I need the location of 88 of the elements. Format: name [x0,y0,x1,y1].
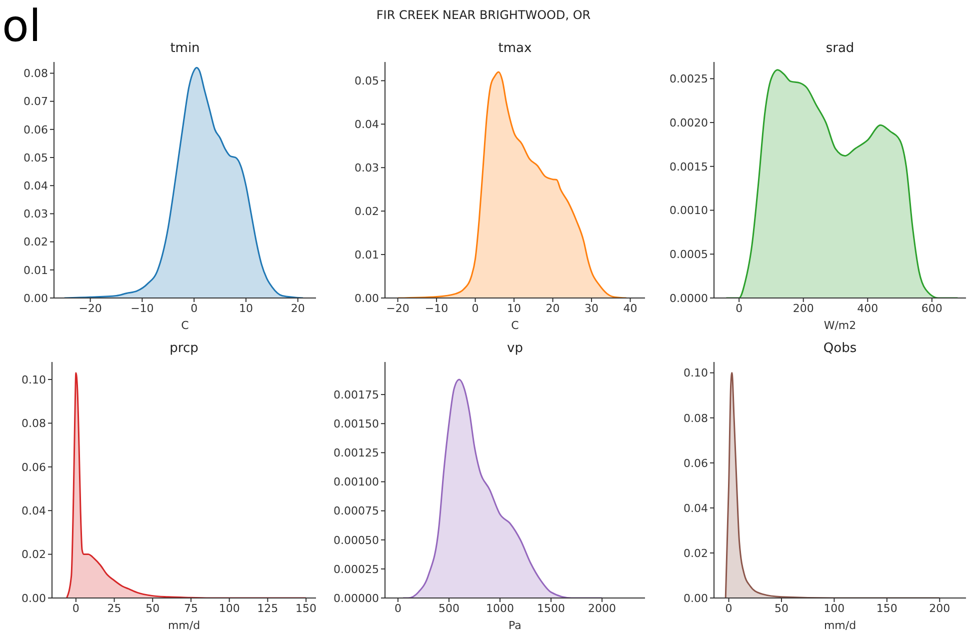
y-tick-label: 0.01 [24,264,48,277]
y-tick-label: 0.08 [24,67,48,80]
y-tick-label: 0.03 [24,208,48,221]
x-tick-label: 10 [238,302,253,315]
y-tick-label: 0.0005 [670,248,708,262]
y-tick-label: 0.07 [24,95,48,108]
y-tick-label: 0.0000 [670,292,708,305]
y-tick-label: 0.06 [684,456,708,470]
chart-title: vp [506,340,524,358]
x-tick-label: 2000 [588,602,616,615]
y-tick-label: 0.00 [24,292,48,305]
y-tick-label: 0.10 [22,373,46,386]
y-tick-label: 0.00 [354,292,379,305]
x-tick-label: −20 [386,302,410,315]
x-tick-label: 1000 [486,602,514,615]
y-tick-label: 0.0010 [670,204,708,218]
y-tick-label: 0.08 [684,412,708,425]
x-tick-label: 20 [290,302,305,315]
x-axis-title: mm/d [168,619,200,632]
x-tick-label: −10 [424,302,448,315]
x-axis-title: Pa [508,619,522,632]
chart-title: Qobs [822,340,858,358]
y-tick-label: 0.0025 [670,72,708,86]
y-tick-label: 0.00100 [334,476,379,489]
chart-title: srad [824,40,856,58]
x-tick-label: 0 [736,302,743,315]
y-tick-label: 0.05 [354,74,379,88]
x-tick-label: 75 [184,602,198,615]
y-tick-label: 0.00075 [334,504,379,518]
x-tick-label: 150 [296,602,317,615]
y-tick-label: 0.06 [24,123,48,136]
y-tick-label: 0.02 [354,204,379,218]
y-tick-label: 0.00175 [334,388,379,402]
x-tick-label: −20 [78,302,102,315]
y-tick-label: 0.00000 [334,592,379,605]
y-tick-label: 0.02 [22,548,46,562]
y-tick-label: 0.04 [22,504,46,518]
x-axis-title: W/m2 [824,319,856,332]
y-tick-label: 0.00 [22,592,46,605]
x-tick-label: 100 [218,602,240,615]
text: FIR CREEK NEAR BRIGHTWOOD, OR [376,8,591,22]
y-tick-label: 0.05 [24,151,48,164]
chart-title: tmin [170,41,200,56]
x-tick-label: 400 [857,302,878,315]
chart-title: tmax [497,40,533,58]
y-tick-label: 0.00150 [334,418,379,431]
y-tick-label: 0.0015 [670,160,708,174]
y-tick-label: 0.03 [354,162,379,175]
x-tick-label: 600 [921,302,942,315]
y-tick-label: 0.08 [22,417,46,430]
x-axis-title: C [181,319,190,332]
y-tick-label: 0.02 [684,546,708,560]
x-tick-label: 0 [472,302,479,315]
y-tick-label: 0.01 [354,248,379,262]
x-tick-label: 25 [107,602,122,615]
x-tick-label: −10 [130,302,154,315]
y-tick-label: 0.00050 [334,534,379,547]
x-tick-label: 0 [394,602,402,615]
y-tick-label: 0.04 [354,118,379,132]
x-axis-title: mm/d [824,619,856,632]
y-tick-label: 0.02 [24,236,48,249]
y-tick-label: 0.0020 [670,116,708,130]
x-tick-label: 50 [146,602,160,615]
chart-title: prcp [168,340,200,358]
x-tick-label: 200 [929,602,950,615]
x-tick-label: 100 [824,602,845,615]
y-tick-label: 0.06 [22,460,46,474]
y-tick-label: 0.04 [684,502,708,515]
x-tick-label: 150 [876,602,898,615]
text: ol [2,1,42,52]
y-tick-label: 0.10 [684,366,708,380]
x-tick-label: 50 [774,602,788,615]
x-tick-label: 1500 [537,602,566,615]
x-tick-label: 125 [257,602,278,615]
y-tick-label: 0.00125 [334,446,379,460]
x-tick-label: 500 [438,602,460,615]
x-tick-label: 0 [725,602,732,615]
x-tick-label: 0 [72,602,80,615]
x-tick-label: 30 [584,302,599,315]
x-tick-label: 200 [792,302,814,315]
x-axis-title: C [511,319,520,332]
x-tick-label: 40 [623,302,638,315]
y-tick-label: 0.00025 [334,562,379,576]
x-tick-label: 10 [507,302,522,315]
x-tick-label: 0 [190,302,198,315]
y-tick-label: 0.04 [24,180,48,193]
y-tick-label: 0.00 [684,592,708,605]
x-tick-label: 20 [546,302,560,315]
